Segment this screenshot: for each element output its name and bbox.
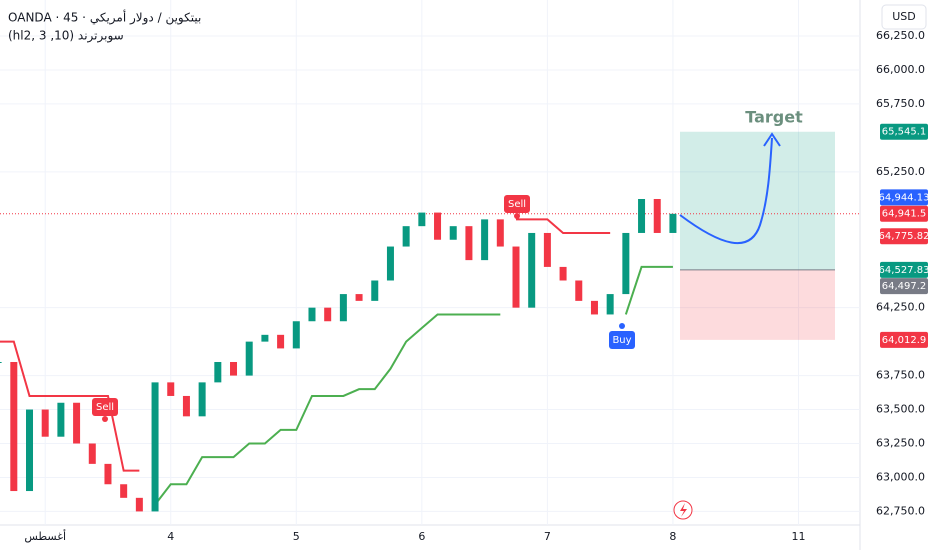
overlay: 66,250.0 66,000.0 65,750.0 65,250.0 64,250.0… bbox=[24, 29, 929, 543]
price-badge bbox=[880, 189, 928, 206]
y-tick-label: 63,500.0 bbox=[876, 403, 925, 416]
currency-button[interactable] bbox=[881, 4, 927, 30]
candle bbox=[434, 212, 442, 240]
candle bbox=[324, 307, 332, 322]
candle bbox=[559, 266, 567, 281]
event-icon-bolt bbox=[680, 503, 687, 517]
currency-label: USD bbox=[892, 10, 916, 23]
candle bbox=[167, 382, 175, 396]
signal-dot bbox=[514, 213, 520, 219]
candle bbox=[465, 226, 473, 261]
candle bbox=[339, 294, 347, 322]
price-badge-label: 65,545.1 bbox=[882, 127, 927, 138]
candle bbox=[308, 307, 316, 322]
x-tick-label: 6 bbox=[418, 530, 425, 543]
annotation: Target bbox=[745, 108, 803, 127]
price-badge-label: 64,944.13 bbox=[879, 192, 930, 203]
price-badge bbox=[880, 123, 928, 140]
y-tick-label: 66,250.0 bbox=[876, 29, 925, 42]
candle bbox=[543, 232, 551, 267]
price-badge bbox=[880, 331, 928, 348]
price-badge-label: 64,497.2 bbox=[882, 281, 927, 292]
candle bbox=[0, 361, 2, 363]
candle bbox=[73, 402, 81, 444]
y-tick-label: 63,000.0 bbox=[876, 470, 925, 483]
price-badge-label: 64,012.9 bbox=[882, 335, 927, 346]
signal-badge bbox=[609, 331, 635, 349]
candle bbox=[230, 361, 238, 376]
y-tick-label: 64,250.0 bbox=[876, 301, 925, 314]
signal-label: Sell bbox=[508, 199, 526, 210]
x-tick-label: 11 bbox=[791, 530, 805, 543]
indicator-name: (hl2, 3 ,10) سوبرترند bbox=[8, 29, 124, 44]
candle bbox=[120, 484, 128, 498]
y-tick-label: 65,750.0 bbox=[876, 97, 925, 110]
signal-label: Buy bbox=[612, 335, 631, 346]
y-tick-label: 63,250.0 bbox=[876, 436, 925, 449]
price-badge bbox=[880, 278, 928, 295]
x-tick-label: 4 bbox=[167, 530, 174, 543]
candle bbox=[151, 382, 159, 512]
signal-dot bbox=[102, 416, 108, 422]
signal-label: Sell bbox=[96, 402, 114, 413]
candle bbox=[10, 361, 18, 492]
candle bbox=[402, 226, 410, 247]
candle bbox=[104, 463, 112, 485]
y-tick-label: 62,750.0 bbox=[876, 504, 925, 517]
candle bbox=[277, 334, 285, 349]
candle bbox=[386, 246, 394, 281]
plot bbox=[0, 0, 860, 525]
signal-dot bbox=[619, 323, 625, 329]
candle bbox=[355, 294, 363, 301]
x-tick-label: أغسطس bbox=[24, 529, 66, 543]
candle bbox=[528, 232, 536, 308]
x-tick-label: 7 bbox=[544, 530, 551, 543]
candle bbox=[41, 409, 49, 437]
x-tick-label: 8 bbox=[669, 530, 676, 543]
x-tick-label: 5 bbox=[293, 530, 300, 543]
y-tick-label: 65,250.0 bbox=[876, 165, 925, 178]
candle bbox=[198, 382, 206, 417]
candle bbox=[371, 280, 379, 301]
price-badge-label: 64,775.82 bbox=[879, 231, 930, 242]
candle bbox=[88, 443, 96, 464]
candle bbox=[214, 361, 222, 383]
price-badge bbox=[880, 205, 928, 222]
target-zone bbox=[680, 131, 835, 270]
candle bbox=[135, 497, 143, 512]
candle bbox=[449, 226, 457, 240]
candle bbox=[245, 341, 253, 376]
price-badge-label: 64,941.5 bbox=[882, 209, 927, 220]
target-arrowhead bbox=[763, 132, 781, 147]
price-badge bbox=[880, 228, 928, 245]
supertrend-line bbox=[154, 265, 673, 506]
chart-title: OANDA · 45 · بيتكوين / دولار أمريكي bbox=[8, 10, 201, 26]
candle bbox=[481, 219, 489, 261]
candle bbox=[496, 219, 504, 247]
candle bbox=[26, 409, 34, 492]
candle bbox=[57, 402, 65, 437]
candle bbox=[653, 198, 661, 233]
signal-badge bbox=[504, 195, 530, 213]
candle bbox=[292, 321, 300, 349]
target-arrow bbox=[679, 137, 773, 244]
candle bbox=[622, 232, 630, 295]
candle bbox=[418, 212, 426, 227]
candle bbox=[512, 246, 520, 308]
stop-zone bbox=[680, 269, 835, 340]
candle bbox=[575, 280, 583, 301]
supertrend-line bbox=[0, 218, 611, 472]
candle bbox=[669, 213, 677, 233]
signal-badge bbox=[92, 398, 118, 416]
candle bbox=[182, 395, 190, 417]
candle bbox=[606, 294, 614, 315]
price-badge bbox=[880, 261, 928, 278]
y-tick-label: 63,750.0 bbox=[876, 369, 925, 382]
price-badge-label: 64,527.83 bbox=[879, 265, 930, 276]
y-tick-label: 66,000.0 bbox=[876, 63, 925, 76]
candle bbox=[590, 300, 598, 315]
candle bbox=[261, 334, 269, 342]
candle bbox=[638, 198, 646, 233]
